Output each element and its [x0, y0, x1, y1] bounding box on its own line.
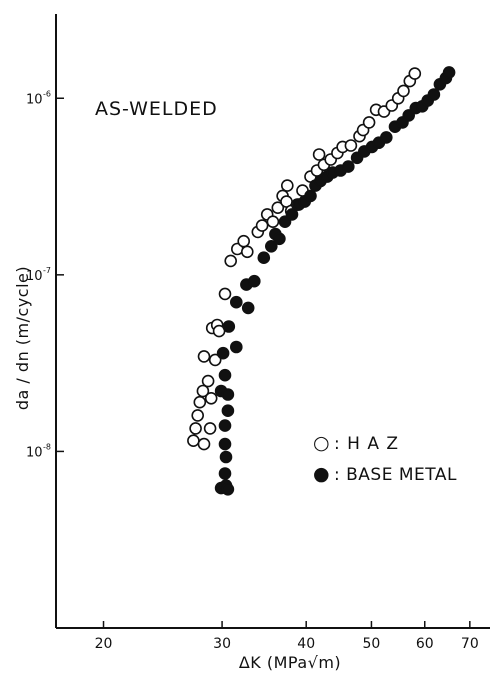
- y-tick-exponent: -7: [43, 266, 51, 275]
- base-metal-point: [221, 404, 235, 418]
- base-metal-point: [285, 208, 299, 221]
- haz-point: [193, 395, 207, 409]
- base-metal-point: [248, 274, 261, 288]
- base-metal-point: [273, 232, 286, 246]
- base-metal-point: [379, 131, 393, 144]
- haz-point: [241, 245, 254, 259]
- base-metal-point: [222, 320, 236, 333]
- points-layer: [187, 66, 456, 496]
- haz-point: [196, 384, 210, 398]
- legend-symbol-haz: ○: [313, 432, 330, 454]
- labels-layer: AS-WELDED ΔK (MPa√m) da / dn (m/cycle): [13, 98, 341, 672]
- haz-point: [344, 139, 358, 152]
- y-axis-label: da / dn (m/cycle): [13, 266, 32, 410]
- base-metal-point: [442, 66, 456, 79]
- legend: ○ : H A Z ● : BASE METAL: [313, 432, 457, 485]
- x-tick-label: 60: [416, 636, 434, 652]
- base-metal-point: [216, 346, 230, 360]
- haz-point: [280, 179, 294, 192]
- axes-layer: [55, 14, 490, 629]
- chart-title: AS-WELDED: [95, 98, 218, 120]
- legend-label-haz: : H A Z: [334, 434, 399, 454]
- base-metal-point: [221, 388, 235, 401]
- base-metal-point: [218, 419, 232, 432]
- y-tick-exponent: -8: [43, 442, 51, 451]
- x-tick-label: 70: [461, 636, 479, 652]
- base-metal-point: [218, 467, 232, 480]
- base-metal-point: [230, 295, 243, 309]
- haz-point: [312, 148, 326, 161]
- base-metal-point: [304, 189, 317, 203]
- haz-point: [201, 374, 215, 388]
- legend-label-base-metal: : BASE METAL: [334, 465, 457, 485]
- base-metal-point: [341, 160, 355, 173]
- y-tick-label: 10: [26, 445, 43, 460]
- base-metal-point: [221, 482, 235, 496]
- base-metal-point: [218, 437, 232, 451]
- base-metal-point: [218, 368, 232, 382]
- y-tick-exponent: -6: [43, 89, 51, 98]
- haz-point: [271, 201, 285, 214]
- base-metal-point: [257, 251, 271, 265]
- haz-point: [208, 353, 222, 367]
- haz-point: [197, 437, 211, 451]
- haz-point: [189, 422, 202, 435]
- haz-point: [191, 409, 204, 422]
- haz-point: [266, 215, 280, 228]
- haz-point: [397, 84, 410, 98]
- base-metal-point: [219, 450, 233, 464]
- x-tick-label: 50: [363, 636, 381, 652]
- haz-point: [237, 234, 250, 248]
- base-metal-point: [230, 340, 243, 354]
- legend-symbol-base-metal: ●: [313, 463, 330, 485]
- haz-point: [218, 287, 232, 301]
- base-metal-point: [241, 301, 255, 315]
- haz-point: [203, 422, 217, 435]
- haz-point: [224, 254, 237, 268]
- x-tick-label: 40: [297, 636, 315, 652]
- haz-point: [362, 116, 376, 129]
- base-metal-point: [264, 240, 278, 253]
- x-tick-label: 20: [95, 636, 113, 652]
- haz-point: [255, 219, 269, 232]
- y-tick-label: 10: [26, 92, 43, 107]
- x-tick-label: 30: [213, 636, 231, 652]
- x-axis-label: ΔK (MPa√m): [239, 653, 341, 672]
- haz-point: [408, 67, 422, 80]
- haz-point: [187, 434, 200, 448]
- base-metal-point: [427, 88, 441, 101]
- haz-point: [197, 350, 211, 363]
- y-tick-label: 10: [26, 269, 43, 284]
- haz-point: [204, 391, 218, 405]
